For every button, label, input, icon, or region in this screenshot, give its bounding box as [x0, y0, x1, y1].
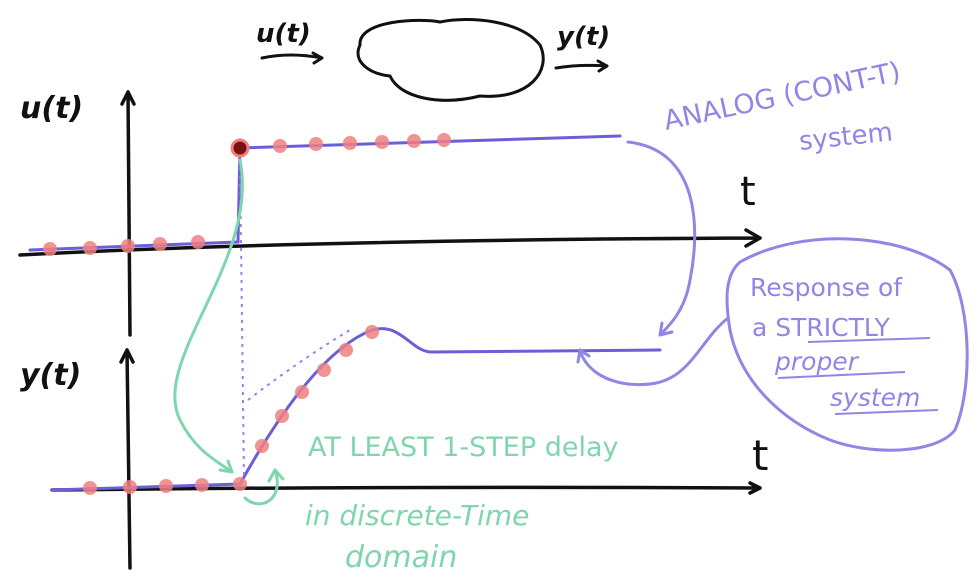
input-sample-dot	[437, 133, 451, 147]
output-sample-dot	[295, 385, 309, 399]
output-sample-dot	[255, 439, 269, 453]
input-sample-dot	[375, 135, 389, 149]
block-input-arrow	[260, 51, 324, 65]
response-annotation-arrow	[576, 316, 730, 387]
output-sample-dot	[339, 343, 353, 357]
output-sample-dot	[123, 480, 137, 494]
input-sample-dot	[273, 139, 287, 153]
input-plot-x-axis	[18, 228, 762, 257]
input-sample-dot	[343, 136, 357, 150]
response-underline-3	[834, 409, 939, 415]
input-sample-dot	[309, 137, 323, 151]
output-response-signal	[50, 327, 662, 492]
input-plot-x-label: t	[740, 169, 756, 215]
input-samples	[43, 133, 451, 256]
output-sample-dot	[83, 481, 97, 495]
output-plot: y(t) t	[20, 159, 768, 570]
response-line4: system	[830, 383, 920, 412]
delay-line1: AT LEAST 1-STEP delay	[308, 432, 619, 463]
system-type-annotation: ANALOG (CONT-T) system	[661, 56, 903, 157]
input-sample-dot	[191, 235, 205, 249]
input-sample-dot	[121, 239, 135, 253]
delay-annotation: AT LEAST 1-STEP delay in discrete-Time d…	[305, 432, 619, 575]
input-sample-dot	[153, 237, 167, 251]
input-step-start-dot	[230, 138, 250, 158]
system-annotation-arrow	[626, 140, 697, 337]
delay-line2: in discrete-Time	[305, 499, 529, 532]
output-sample-dot	[159, 479, 173, 493]
output-plot-y-axis	[119, 348, 135, 570]
input-step-signal	[28, 134, 622, 252]
input-sample-dot	[83, 241, 97, 255]
input-sample-dot	[43, 242, 57, 256]
output-sample-dot	[233, 477, 247, 491]
output-sample-dot	[317, 363, 331, 377]
input-plot: u(t) t	[18, 90, 762, 337]
delay-hook-arrow	[243, 468, 285, 506]
delay-line3: domain	[345, 540, 457, 575]
output-sample-dot	[365, 325, 379, 339]
block-output-arrow	[554, 59, 609, 73]
output-sample-dot	[195, 478, 209, 492]
response-line2: a STRICTLY	[752, 313, 890, 342]
response-line3: proper	[774, 347, 860, 376]
response-annotation: Response of a STRICTLY proper system	[725, 237, 969, 452]
output-plot-x-label: t	[752, 431, 768, 480]
system-cloud	[356, 18, 545, 102]
input-plot-y-label: u(t)	[20, 91, 83, 126]
block-diagram: u(t) y(t)	[256, 18, 610, 102]
response-line1: Response of	[750, 273, 903, 302]
response-underline-2	[777, 371, 906, 379]
output-plot-x-axis	[50, 481, 762, 495]
system-type-line2: system	[798, 117, 895, 157]
output-sample-dot	[275, 409, 289, 423]
response-underline-1	[807, 337, 931, 343]
input-sample-dot	[407, 134, 421, 148]
response-bubble	[725, 237, 969, 452]
output-samples	[83, 325, 379, 495]
output-dotted-guide	[239, 159, 351, 481]
input-plot-y-axis	[120, 90, 136, 337]
output-plot-y-label: y(t)	[20, 358, 81, 393]
delay-arrow-from-input	[173, 158, 244, 474]
block-output-label: y(t)	[557, 22, 610, 52]
block-input-label: u(t)	[256, 19, 311, 49]
